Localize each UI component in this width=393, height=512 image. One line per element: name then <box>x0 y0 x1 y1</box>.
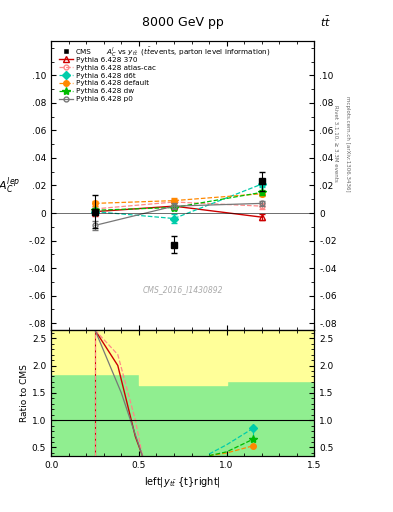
Legend: CMS, Pythia 6.428 370, Pythia 6.428 atlas-cac, Pythia 6.428 d6t, Pythia 6.428 de: CMS, Pythia 6.428 370, Pythia 6.428 atla… <box>57 48 158 103</box>
Y-axis label: Ratio to CMS: Ratio to CMS <box>20 364 29 422</box>
Text: $t\bar{t}$: $t\bar{t}$ <box>320 15 331 29</box>
Text: $A_C^l$ vs $y_{t\bar{t}}$  ($t\bar{t}$events, parton level information): $A_C^l$ vs $y_{t\bar{t}}$ ($t\bar{t}$eve… <box>106 45 270 59</box>
Text: CMS_2016_I1430892: CMS_2016_I1430892 <box>143 285 223 294</box>
X-axis label: left$|y_{t\bar{t}}$ {t}right|: left$|y_{t\bar{t}}$ {t}right| <box>144 475 221 489</box>
Y-axis label: $A_C^{lep}$: $A_C^{lep}$ <box>0 175 20 196</box>
Text: Rivet 3.1.10, ≥ 3.3M events: Rivet 3.1.10, ≥ 3.3M events <box>334 105 338 182</box>
Text: 8000 GeV pp: 8000 GeV pp <box>142 16 224 29</box>
Text: mcplots.cern.ch [arXiv:1306.3436]: mcplots.cern.ch [arXiv:1306.3436] <box>345 96 350 191</box>
